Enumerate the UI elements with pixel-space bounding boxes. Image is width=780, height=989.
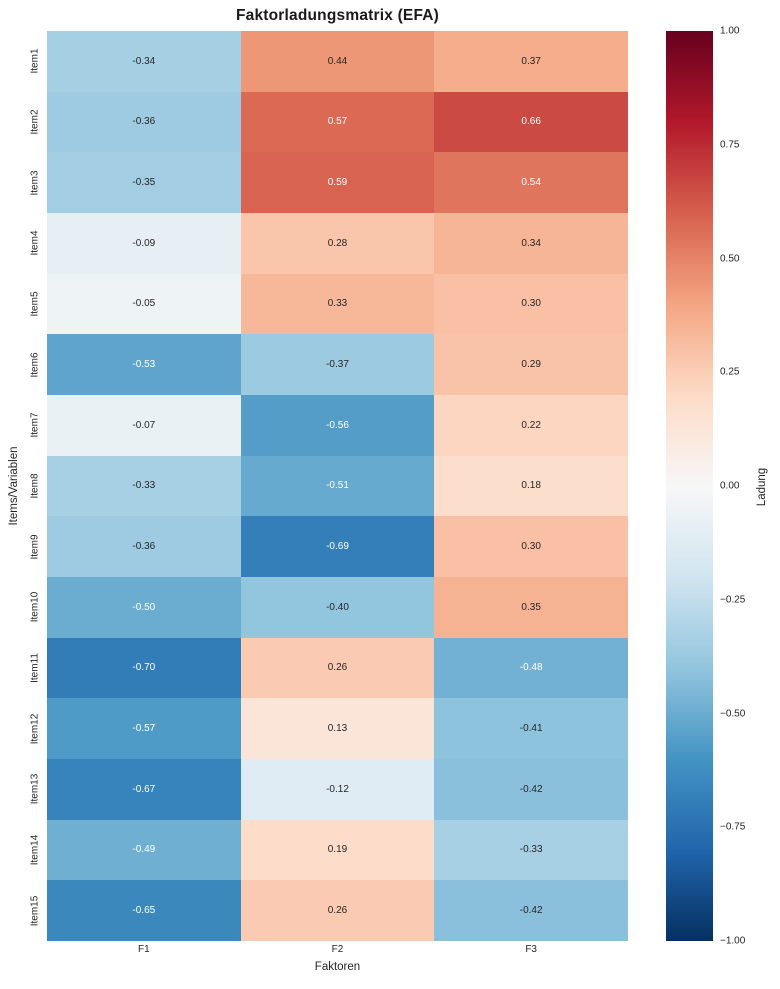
heatmap-cell-Item2-F2: 0.57 bbox=[240, 91, 435, 153]
heatmap-cell-Item6-F3: 0.29 bbox=[434, 334, 628, 395]
heatmap-cell-Item2-F3: 0.66 bbox=[434, 91, 628, 153]
heatmap-cell-Item10-F1: -0.50 bbox=[47, 577, 241, 638]
heatmap-cell-Item7-F2: -0.56 bbox=[240, 395, 435, 456]
heatmap-cell-Item12-F3: -0.41 bbox=[434, 698, 628, 759]
heatmap-cell-Item8-F3: 0.18 bbox=[434, 455, 628, 517]
heatmap-cell-Item9-F1: -0.36 bbox=[47, 516, 241, 577]
heatmap-cell-Item8-F2: -0.51 bbox=[240, 455, 435, 517]
heatmap-cell-Item6-F2: -0.37 bbox=[240, 334, 435, 395]
heatmap-cell-Item13-F2: -0.12 bbox=[240, 759, 435, 820]
y-tick-Item6: Item6 bbox=[29, 352, 41, 378]
y-axis-label: Items/Variablen bbox=[8, 446, 20, 526]
heatmap-cell-Item3-F2: 0.59 bbox=[240, 152, 435, 213]
y-tick-Item13: Item13 bbox=[29, 774, 41, 805]
colorbar-gradient bbox=[666, 31, 713, 941]
heatmap-cell-Item4-F2: 0.28 bbox=[240, 213, 435, 274]
x-tick-F2: F2 bbox=[331, 944, 344, 955]
colorbar-tick-0.75: 0.75 bbox=[720, 139, 740, 151]
x-axis-label: Faktoren bbox=[314, 961, 361, 973]
heatmap-cell-Item9-F3: 0.30 bbox=[434, 516, 628, 577]
chart-title: Faktorladungsmatrix (EFA) bbox=[235, 7, 440, 24]
colorbar-tick-0.50: 0.50 bbox=[720, 253, 740, 264]
y-tick-Item3: Item3 bbox=[29, 170, 41, 196]
heatmap-cell-Item14-F3: -0.33 bbox=[434, 819, 628, 881]
colorbar-tick-0.25: 0.25 bbox=[720, 366, 740, 378]
heatmap-cell-Item7-F1: -0.07 bbox=[47, 395, 241, 456]
heatmap-cell-Item5-F2: 0.33 bbox=[240, 273, 435, 335]
colorbar-tick-0.00: 0.00 bbox=[720, 480, 740, 492]
colorbar-tick-1.00: 1.00 bbox=[720, 25, 740, 37]
y-tick-Item2: Item2 bbox=[29, 109, 41, 135]
heatmap-cell-Item7-F3: 0.22 bbox=[434, 395, 628, 456]
y-tick-Item9: Item9 bbox=[29, 534, 41, 560]
heatmap-cell-Item11-F3: -0.48 bbox=[434, 637, 628, 699]
colorbar-label: Ladung bbox=[756, 467, 768, 507]
heatmap-cell-Item8-F1: -0.33 bbox=[47, 455, 241, 517]
heatmap-cell-Item11-F1: -0.70 bbox=[47, 637, 241, 699]
heatmap-cell-Item13-F3: -0.42 bbox=[434, 759, 628, 820]
heatmap-cell-Item13-F1: -0.67 bbox=[47, 759, 241, 820]
y-tick-Item14: Item14 bbox=[29, 834, 41, 866]
heatmap-cell-Item14-F2: 0.19 bbox=[240, 819, 435, 881]
heatmap-cell-Item3-F1: -0.35 bbox=[47, 152, 241, 213]
heatmap-cell-Item15-F1: -0.65 bbox=[47, 880, 241, 941]
heatmap-cell-Item9-F2: -0.69 bbox=[240, 516, 435, 577]
colorbar-tick-−1.00: −1.00 bbox=[720, 935, 746, 947]
y-tick-Item10: Item10 bbox=[29, 592, 41, 623]
heatmap-cell-Item3-F3: 0.54 bbox=[434, 152, 628, 213]
heatmap-cell-Item5-F3: 0.30 bbox=[434, 273, 628, 335]
heatmap-cell-Item1-F3: 0.37 bbox=[434, 31, 628, 92]
heatmap-cell-Item10-F3: 0.35 bbox=[434, 577, 628, 638]
y-tick-Item4: Item4 bbox=[29, 230, 41, 256]
y-tick-Item15: Item15 bbox=[29, 895, 41, 926]
heatmap-cell-Item11-F2: 0.26 bbox=[240, 637, 435, 699]
heatmap-cell-Item4-F3: 0.34 bbox=[434, 213, 628, 274]
heatmap-cell-Item4-F1: -0.09 bbox=[47, 213, 241, 274]
colorbar-tick-−0.25: −0.25 bbox=[720, 594, 746, 606]
heatmap-cell-Item15-F3: -0.42 bbox=[434, 880, 628, 941]
heatmap-cell-Item12-F2: 0.13 bbox=[240, 698, 435, 759]
heatmap-cell-Item12-F1: -0.57 bbox=[47, 698, 241, 759]
y-tick-Item5: Item5 bbox=[29, 291, 41, 317]
y-tick-Item8: Item8 bbox=[29, 473, 41, 499]
heatmap-grid: -0.34 0.44 0.37 -0.36 0.57 0.66 -0.35 0.59 0.54-… bbox=[47, 31, 628, 941]
heatmap-cell-Item5-F1: -0.05 bbox=[47, 273, 241, 335]
heatmap-cell-Item6-F1: -0.53 bbox=[47, 334, 241, 395]
heatmap-cell-Item14-F1: -0.49 bbox=[47, 819, 241, 881]
x-tick-F1: F1 bbox=[137, 944, 150, 955]
y-tick-Item11: Item11 bbox=[29, 653, 41, 683]
colorbar-tick-−0.75: −0.75 bbox=[720, 821, 746, 833]
heatmap-cell-Item10-F2: -0.40 bbox=[240, 577, 435, 638]
y-tick-Item7: Item7 bbox=[29, 412, 41, 438]
y-tick-Item12: Item12 bbox=[29, 713, 41, 744]
y-tick-Item1: Item1 bbox=[29, 48, 41, 74]
colorbar-tick-−0.50: −0.50 bbox=[720, 708, 746, 719]
heatmap-cell-Item15-F2: 0.26 bbox=[240, 880, 435, 941]
x-tick-F3: F3 bbox=[525, 944, 537, 955]
heatmap-cell-Item2-F1: -0.36 bbox=[47, 91, 241, 153]
heatmap-cell-Item1-F1: -0.34 bbox=[47, 31, 241, 92]
heatmap-cell-Item1-F2: 0.44 bbox=[240, 31, 435, 92]
